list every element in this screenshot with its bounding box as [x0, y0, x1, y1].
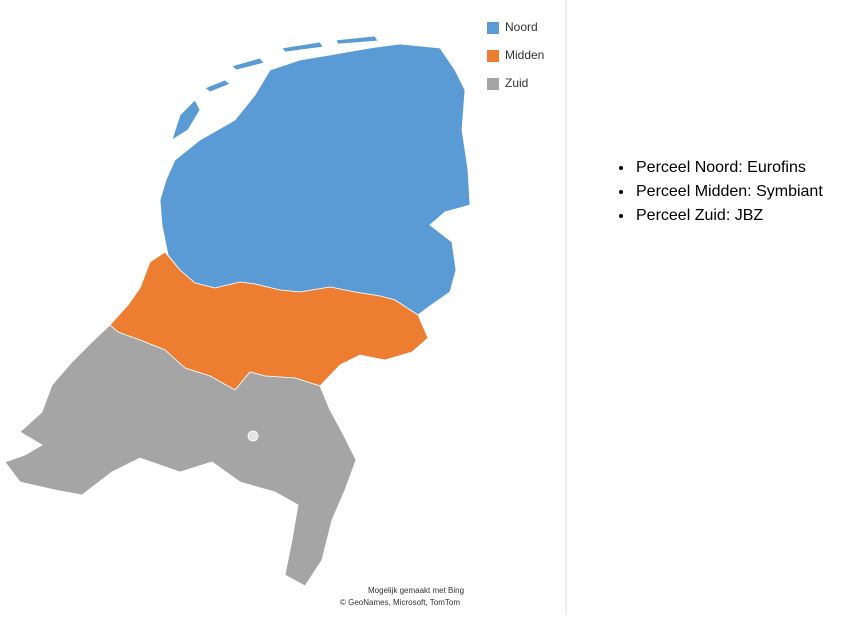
- attribution: Mogelijk gemaakt met Bing: [368, 586, 464, 595]
- region-noord-island: [231, 57, 265, 71]
- legend-label: Midden: [505, 48, 544, 62]
- legend-label: Zuid: [505, 76, 528, 90]
- legend-swatch: [487, 50, 499, 62]
- attribution: © GeoNames, Microsoft, TomTom: [340, 598, 460, 607]
- region-zuid: [4, 324, 357, 587]
- legend-swatch: [487, 78, 499, 90]
- region-noord-island: [171, 99, 201, 141]
- region-noord-island: [204, 79, 231, 93]
- legend-label: Noord: [505, 20, 538, 34]
- legend-swatch: [487, 22, 499, 34]
- enclave: [247, 430, 259, 442]
- list-item: Perceel Noord: Eurofins: [634, 156, 823, 180]
- region-noord-island: [335, 35, 379, 45]
- list-item: Perceel Zuid: JBZ: [634, 204, 823, 228]
- region-noord-island: [281, 41, 324, 53]
- region-noord: [159, 43, 471, 316]
- bullet-list: Perceel Noord: EurofinsPerceel Midden: S…: [612, 156, 823, 228]
- list-item: Perceel Midden: Symbiant: [634, 180, 823, 204]
- legend: Noord Midden Zuid: [487, 20, 544, 90]
